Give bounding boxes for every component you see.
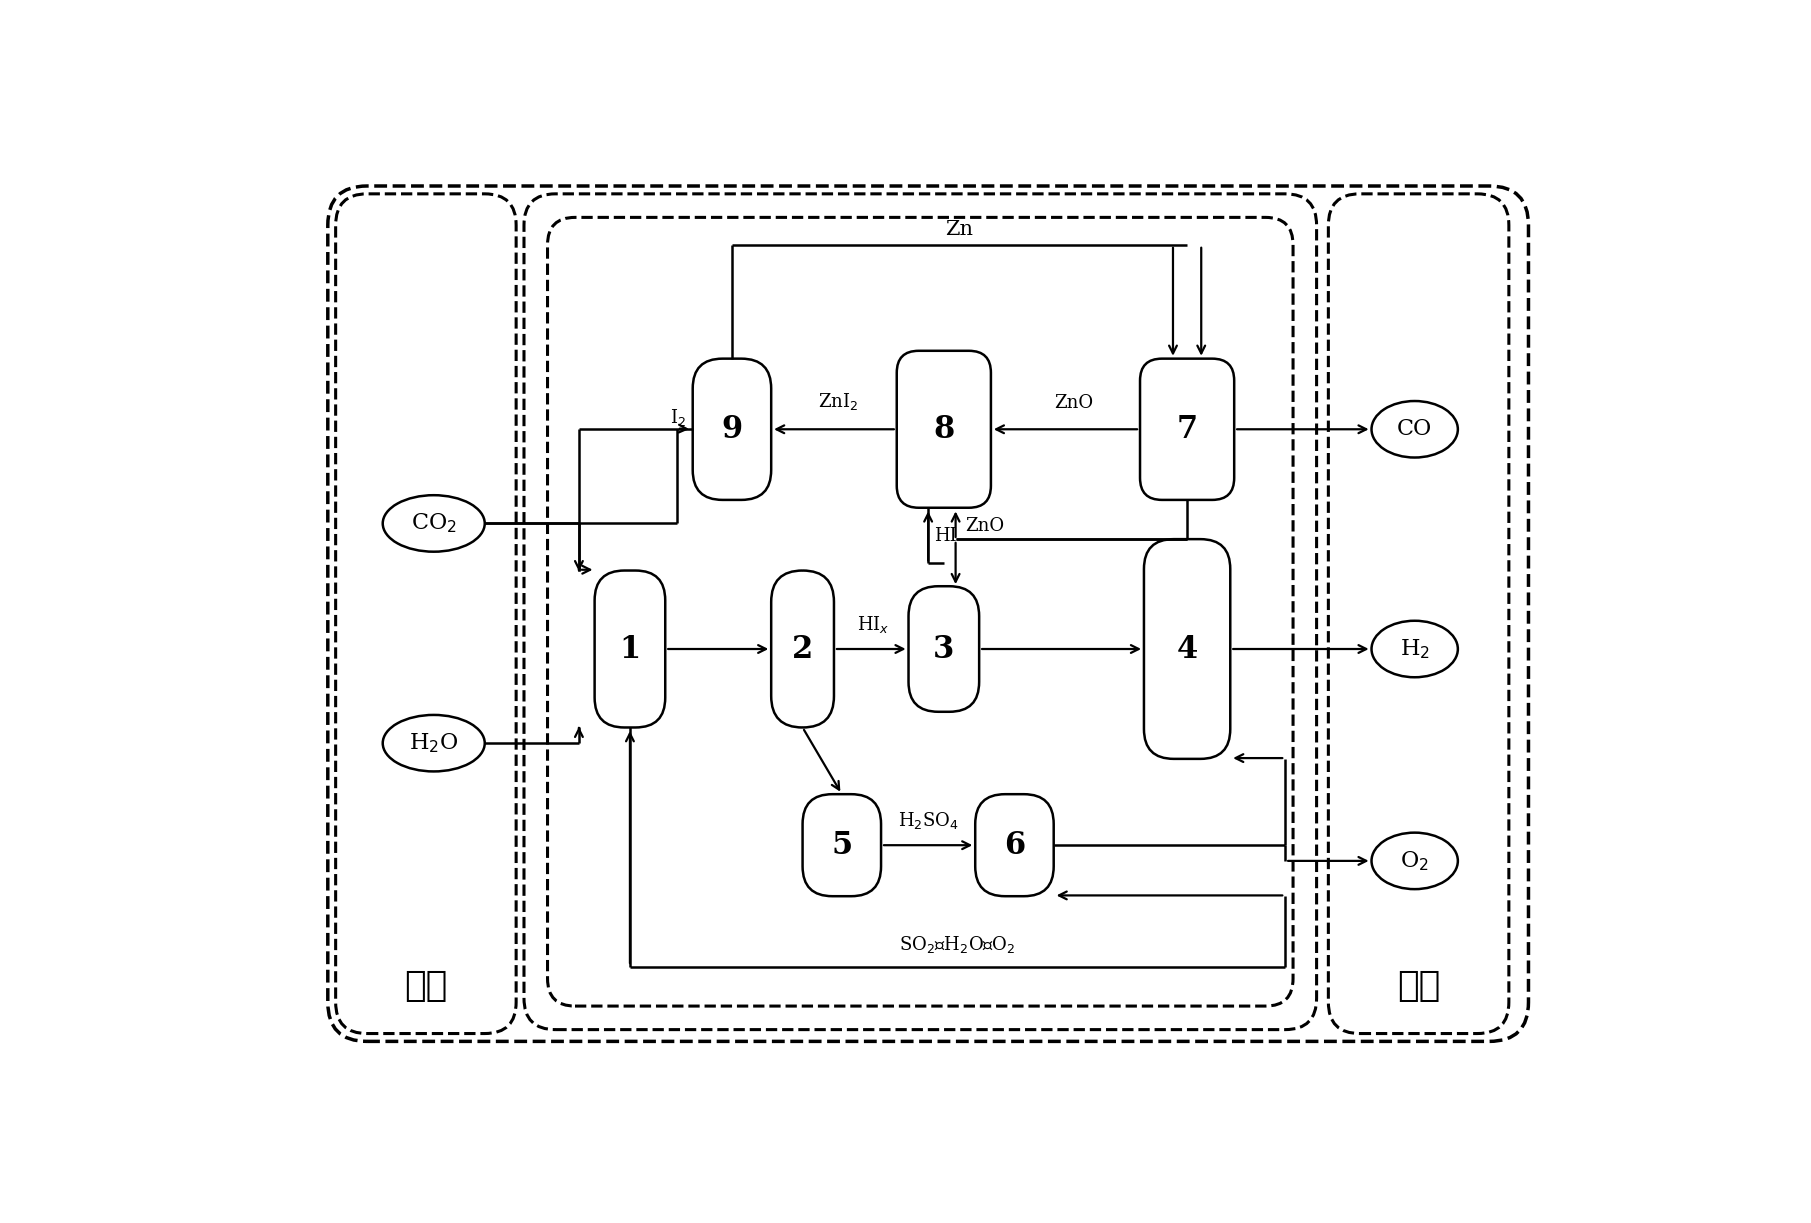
FancyBboxPatch shape bbox=[694, 358, 771, 500]
Text: H$_2$SO$_4$: H$_2$SO$_4$ bbox=[898, 810, 958, 832]
Ellipse shape bbox=[382, 495, 485, 552]
Text: 6: 6 bbox=[1003, 829, 1025, 861]
Text: CO$_2$: CO$_2$ bbox=[411, 511, 456, 536]
FancyBboxPatch shape bbox=[1145, 539, 1230, 758]
Text: 原料: 原料 bbox=[404, 970, 447, 1003]
Text: Zn: Zn bbox=[945, 220, 974, 238]
Text: CO: CO bbox=[1396, 418, 1433, 440]
Ellipse shape bbox=[1371, 401, 1458, 457]
Text: 7: 7 bbox=[1177, 413, 1197, 445]
FancyBboxPatch shape bbox=[335, 194, 516, 1033]
Ellipse shape bbox=[382, 715, 485, 772]
Text: HI: HI bbox=[934, 527, 956, 545]
Text: O$_2$: O$_2$ bbox=[1400, 849, 1429, 873]
FancyBboxPatch shape bbox=[974, 794, 1054, 896]
Text: HI$_x$: HI$_x$ bbox=[857, 614, 889, 635]
Ellipse shape bbox=[1371, 833, 1458, 889]
Ellipse shape bbox=[1371, 621, 1458, 678]
FancyBboxPatch shape bbox=[771, 570, 835, 728]
Text: 5: 5 bbox=[831, 829, 853, 861]
FancyBboxPatch shape bbox=[909, 586, 980, 712]
Text: 3: 3 bbox=[933, 634, 954, 664]
Text: 1: 1 bbox=[619, 634, 641, 664]
FancyBboxPatch shape bbox=[328, 186, 1528, 1042]
FancyBboxPatch shape bbox=[802, 794, 882, 896]
Text: ZnO: ZnO bbox=[1054, 394, 1092, 412]
FancyBboxPatch shape bbox=[547, 218, 1293, 1007]
FancyBboxPatch shape bbox=[896, 351, 991, 508]
Text: 8: 8 bbox=[933, 413, 954, 445]
Text: I$_2$: I$_2$ bbox=[670, 407, 686, 428]
FancyBboxPatch shape bbox=[523, 194, 1317, 1030]
FancyBboxPatch shape bbox=[1139, 358, 1233, 500]
FancyBboxPatch shape bbox=[594, 570, 665, 728]
Text: 2: 2 bbox=[791, 634, 813, 664]
Text: ZnI$_2$: ZnI$_2$ bbox=[819, 391, 858, 412]
Text: H$_2$: H$_2$ bbox=[1400, 637, 1429, 660]
Text: ZnO: ZnO bbox=[965, 517, 1003, 536]
Text: SO$_2$、H$_2$O、O$_2$: SO$_2$、H$_2$O、O$_2$ bbox=[900, 934, 1016, 955]
Text: 产品: 产品 bbox=[1396, 970, 1440, 1003]
Text: H$_2$O: H$_2$O bbox=[409, 731, 458, 755]
Text: 9: 9 bbox=[721, 413, 743, 445]
FancyBboxPatch shape bbox=[1327, 194, 1509, 1033]
Text: 4: 4 bbox=[1177, 634, 1197, 664]
